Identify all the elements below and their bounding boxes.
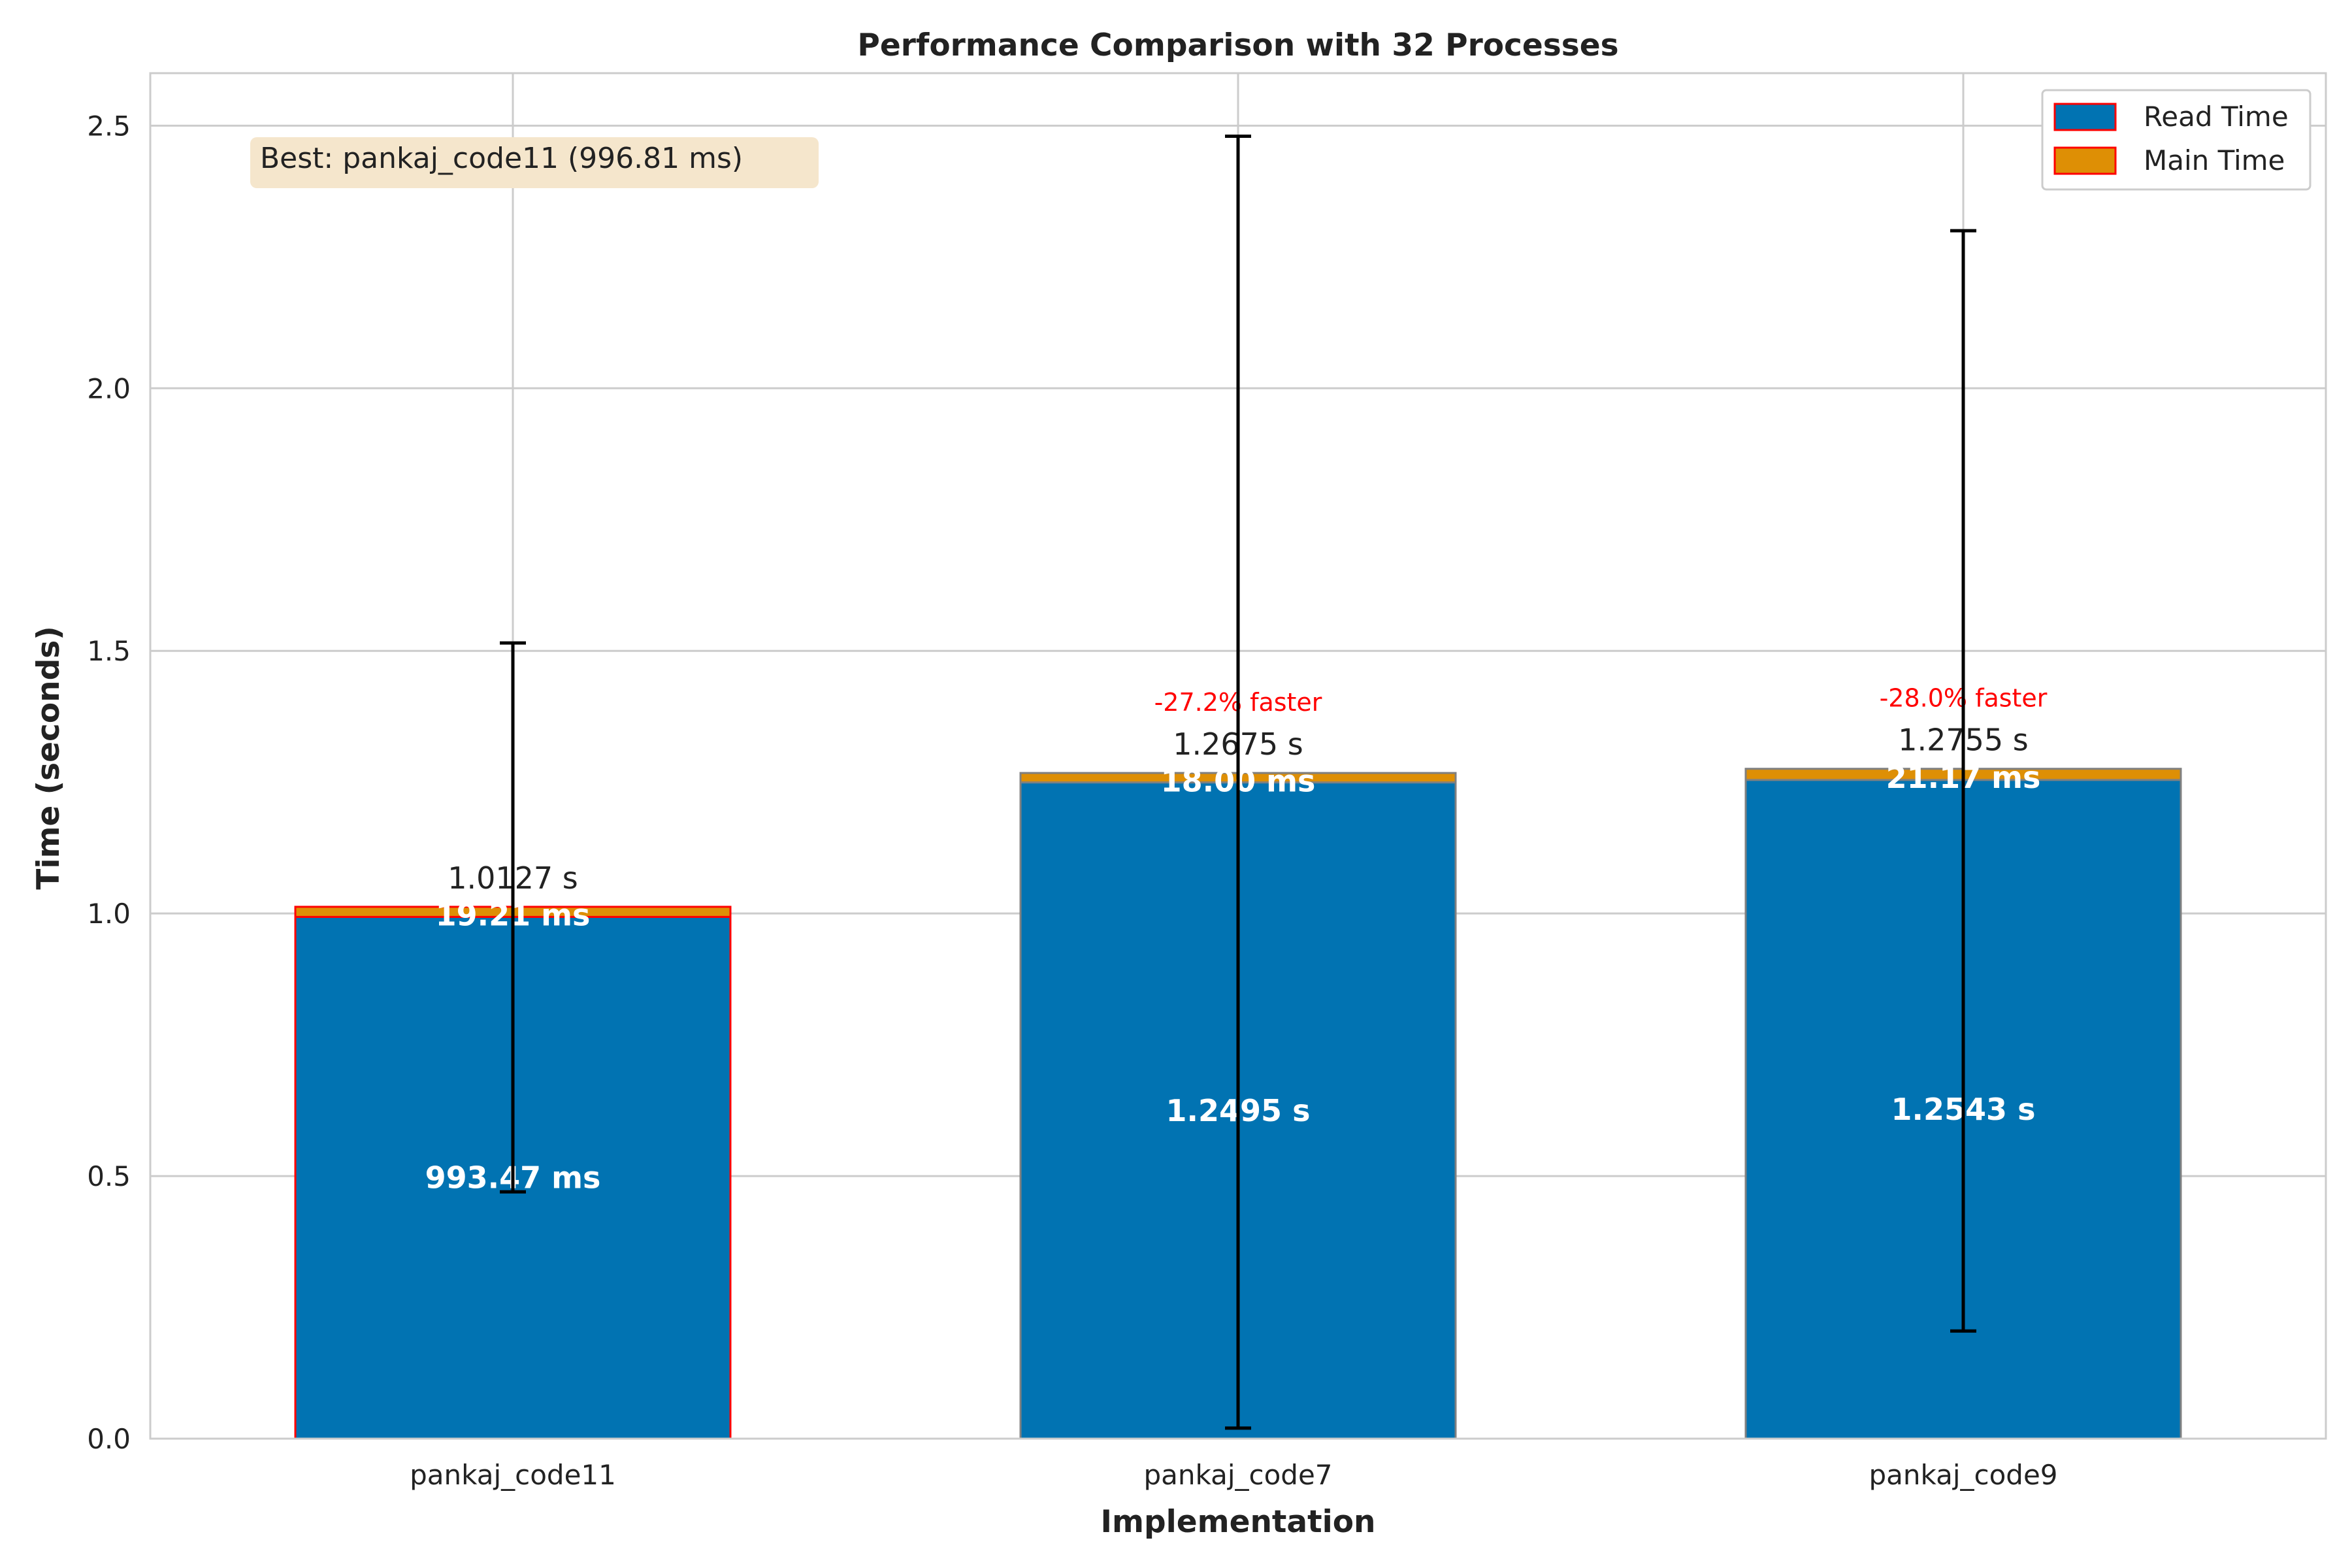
best-annotation: Best: pankaj_code11 (996.81 ms) [250, 137, 819, 188]
legend-swatch-main-time [2053, 146, 2117, 175]
y-axis-label: Time (seconds) [31, 626, 67, 889]
y-tick-label: 1.0 [87, 898, 131, 930]
legend-label-read-time: Read Time [2144, 101, 2289, 133]
x-axis-label: Implementation [1101, 1504, 1376, 1540]
x-tick-label-pankaj-code7: pankaj_code7 [1143, 1459, 1332, 1491]
plot-frame [149, 72, 2327, 1440]
axes-layer: 0.0 0.5 1.0 1.5 2.0 2.5 pankaj_code11 pankaj_co… [87, 110, 2057, 1491]
best-annotation-box [250, 137, 819, 188]
legend-swatch-read-time [2053, 103, 2117, 131]
chart-title: Performance Comparison with 32 Processes [857, 27, 1618, 63]
y-tick-label: 2.5 [87, 110, 131, 142]
x-tick-label-pankaj-code9: pankaj_code9 [1869, 1459, 2057, 1491]
legend-label-main-time: Main Time [2144, 144, 2285, 176]
y-tick-label: 2.0 [87, 372, 131, 404]
error-bar-pankaj-code7 [1225, 134, 1251, 1430]
errors-layer [500, 134, 1976, 1430]
error-bar-pankaj-code11 [500, 641, 526, 1194]
x-tick-label-pankaj-code11: pankaj_code11 [410, 1459, 616, 1491]
best-annotation-text: Best: pankaj_code11 (996.81 ms) [260, 142, 743, 175]
legend: Read Time Main Time [2041, 89, 2311, 191]
y-tick-label: 1.5 [87, 635, 131, 667]
y-tick-label: 0.5 [87, 1160, 131, 1192]
error-bar-pankaj-code9 [1950, 229, 1976, 1333]
y-tick-label: 0.0 [87, 1423, 131, 1455]
